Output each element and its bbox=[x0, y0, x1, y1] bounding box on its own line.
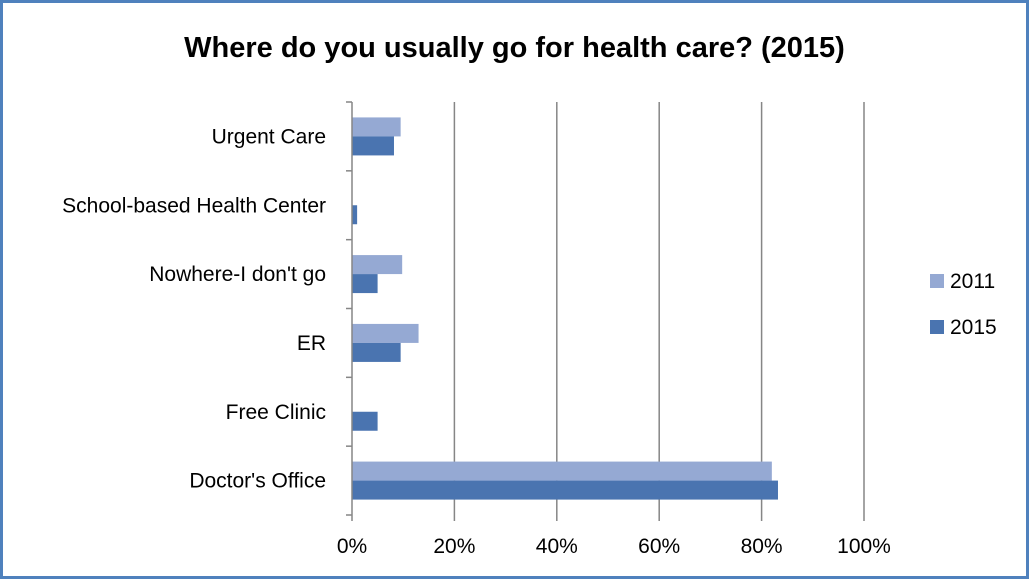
y-category-label: Doctor's Office bbox=[189, 470, 326, 493]
bar bbox=[352, 205, 358, 225]
legend-label: 2015 bbox=[950, 316, 997, 339]
y-category-label: Nowhere-I don't go bbox=[149, 263, 326, 286]
x-tick-label: 80% bbox=[741, 535, 783, 558]
x-tick-label: 0% bbox=[337, 535, 367, 558]
bar bbox=[352, 136, 394, 156]
x-tick-label: 60% bbox=[638, 535, 680, 558]
axes bbox=[346, 101, 865, 521]
gridlines bbox=[453, 102, 865, 515]
bar bbox=[352, 323, 419, 343]
bar bbox=[352, 342, 401, 362]
bar bbox=[352, 117, 401, 137]
legend-swatch bbox=[930, 320, 944, 334]
bar bbox=[352, 255, 403, 275]
legend-label: 2011 bbox=[950, 270, 995, 293]
bar bbox=[352, 411, 378, 431]
chart-title: Where do you usually go for health care?… bbox=[184, 32, 845, 64]
y-category-label: Urgent Care bbox=[212, 125, 326, 148]
bar bbox=[352, 461, 772, 481]
y-category-label: Free Clinic bbox=[226, 401, 326, 424]
legend: 2011 2015 bbox=[930, 270, 997, 339]
y-category-labels: Doctor's Office Free Clinic ER Nowhere-I do… bbox=[62, 125, 326, 492]
y-category-label: School-based Health Center bbox=[62, 194, 326, 217]
x-tick-labels: 0% 20% 40% 60% 80% 100% bbox=[337, 535, 891, 558]
bars bbox=[352, 117, 778, 500]
legend-swatch bbox=[930, 274, 944, 288]
bar bbox=[352, 480, 778, 500]
bar bbox=[352, 274, 378, 294]
x-tick-label: 40% bbox=[536, 535, 578, 558]
x-tick-label: 20% bbox=[433, 535, 475, 558]
x-tick-label: 100% bbox=[837, 535, 891, 558]
y-category-label: ER bbox=[297, 332, 326, 355]
